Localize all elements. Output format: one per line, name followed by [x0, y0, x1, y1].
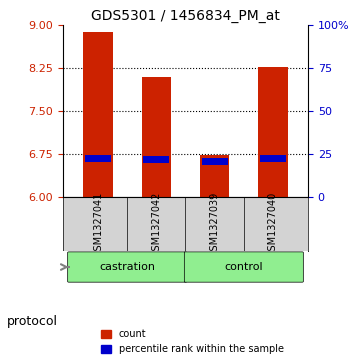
Bar [260, 155, 286, 162]
Bar [143, 156, 169, 163]
Title: GDS5301 / 1456834_PM_at: GDS5301 / 1456834_PM_at [91, 9, 280, 23]
Bar [258, 67, 288, 197]
Bar [85, 155, 111, 162]
Bar [142, 77, 171, 197]
Text: GSM1327040: GSM1327040 [268, 191, 278, 257]
Bar [202, 158, 228, 164]
Bar [200, 155, 229, 197]
Bar [83, 32, 113, 197]
Legend: count, percentile rank within the sample: count, percentile rank within the sample [97, 326, 288, 358]
FancyBboxPatch shape [184, 252, 303, 282]
Text: GSM1327042: GSM1327042 [151, 191, 161, 257]
Text: protocol: protocol [7, 315, 58, 328]
Text: GSM1327041: GSM1327041 [93, 191, 103, 257]
Text: castration: castration [99, 262, 155, 272]
Text: GSM1327039: GSM1327039 [210, 191, 220, 257]
FancyBboxPatch shape [68, 252, 187, 282]
Text: control: control [224, 262, 263, 272]
